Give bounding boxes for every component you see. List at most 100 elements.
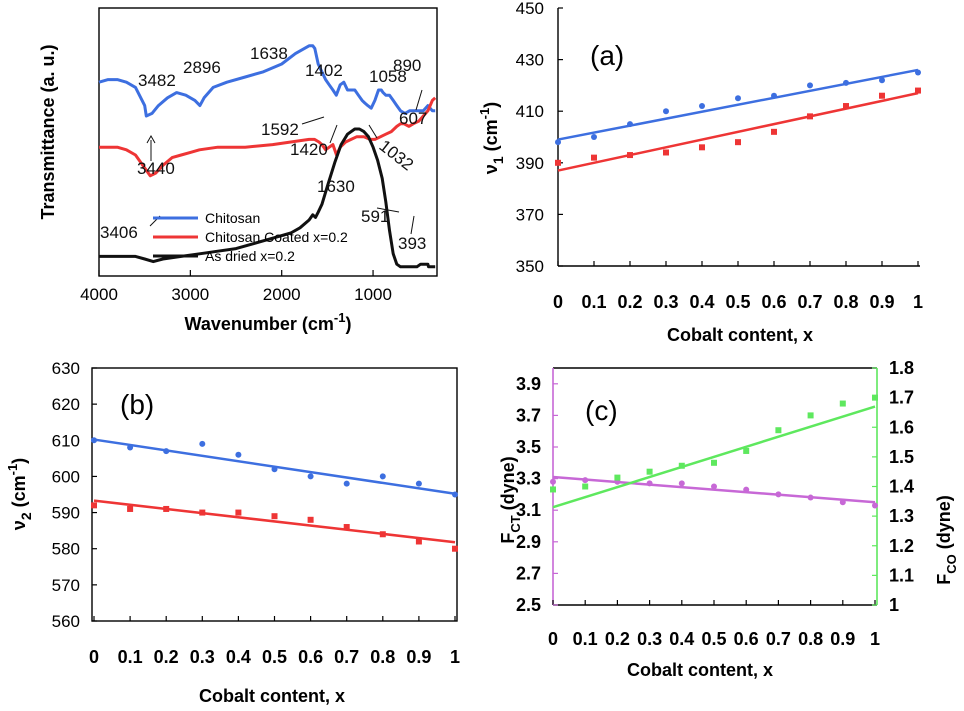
panel-c-series-1-point: [775, 427, 782, 434]
panel-b-series-0-point: [343, 480, 350, 487]
panel-b-data: [91, 437, 458, 552]
ftir-plot-frame: [98, 7, 438, 277]
panel-b-series-0-point: [307, 473, 314, 480]
panel-b-series-0-fit-line: [93, 438, 456, 496]
ftir-spectra: [98, 44, 437, 269]
peak-label-3440: 3440: [137, 159, 175, 178]
ftir-x-tick-label: 1000: [354, 285, 392, 304]
panel-b-series-1-point: [91, 502, 97, 509]
peak-label-1058: 1058: [369, 67, 407, 86]
legend-label-as-dried: As dried x=0.2: [205, 248, 295, 264]
panel-c-right-tick-label: 1.7: [889, 388, 914, 408]
panel-c-series-0-point: [550, 478, 556, 485]
ftir-legend: Chitosan Chitosan Coated x=0.2 As dried …: [153, 210, 348, 264]
x-tick-label: 0.5: [262, 647, 287, 667]
x-tick-label: 0.6: [298, 647, 323, 667]
panel-b-y-tick-label: 590: [52, 504, 80, 523]
panel-b-y-tick-label: 620: [52, 395, 80, 414]
panel-a-series-1-point: [771, 128, 777, 135]
panel-a-series-1-point: [699, 144, 705, 151]
panel-a-y-tick-label: 410: [516, 102, 544, 121]
panel-b-series-1-point: [452, 545, 458, 552]
x-tick-label: 0.7: [334, 647, 359, 667]
panel-a-y-axis-label: ν1 (cm-1): [477, 102, 506, 174]
panel-b-ticks: 0 0.1 0.2 0.3 0.4 0.5 0.6 0.7 0.8 0.9 1 560 570 580 59…: [52, 359, 460, 667]
peak-label-1402: 1402: [305, 61, 343, 80]
peak-label-1420: 1420: [290, 140, 328, 159]
ftir-series-line-1: [99, 96, 437, 178]
x-tick-label: 0.8: [798, 629, 823, 649]
panel-c-series-1-point: [582, 483, 589, 490]
panel-a-label: (a): [590, 40, 624, 71]
x-tick-label: 0.4: [226, 647, 251, 667]
panel-a-y-tick-label: 430: [516, 51, 544, 70]
x-tick-label: 0.6: [761, 292, 786, 312]
panel-a-series-0-point: [555, 139, 561, 146]
x-tick-label: 0.2: [605, 629, 630, 649]
panel-b-y-tick-label: 610: [52, 431, 80, 450]
panel-c-data: [550, 394, 878, 509]
panel-a-series-1-point: [663, 149, 669, 156]
peak-label-591: 591: [361, 207, 389, 226]
panel-c-right-tick-label: 1: [889, 595, 899, 615]
panel-c-right-tick-label: 1.8: [889, 358, 914, 378]
ftir-annotation-arrows: [146, 89, 423, 235]
peak-label-3406: 3406: [100, 223, 138, 242]
panel-b-series-0-point: [379, 473, 386, 480]
peak-label-1638: 1638: [250, 44, 288, 63]
panel-a-series-1-point: [591, 154, 597, 161]
ftir-panel: 4000 3000 2000 1000 Transmittance (a. u.) W…: [38, 7, 438, 334]
x-tick-label: 0.7: [797, 292, 822, 312]
x-tick-label: 0.7: [766, 629, 791, 649]
panel-a-series-1-fit-line: [557, 91, 919, 172]
panel-c-left-tick-label: 3.1: [516, 500, 541, 520]
ftir-y-axis-label: Transmittance (a. u.): [38, 44, 58, 219]
peak-label-1592: 1592: [261, 120, 299, 139]
panel-c-left-tick-label: 2.7: [516, 563, 541, 583]
panel-a-y-tick-label: 390: [516, 154, 544, 173]
panel-c-left-tick-label: 3.3: [516, 469, 541, 489]
panel-b-y-axis-label: ν2 (cm-1): [5, 458, 34, 530]
x-tick-label: 0.9: [830, 629, 855, 649]
panel-c-x-axis-label: Cobalt content, x: [627, 660, 773, 680]
x-tick-label: 0.2: [154, 647, 179, 667]
panel-a-series-0-point: [663, 108, 669, 115]
ftir-x-axis-label: Wavenumber (cm-1): [185, 310, 352, 334]
panel-b-series-1-point: [415, 538, 422, 545]
panel-c-right-tick-label: 1.6: [889, 417, 914, 437]
panel-c-left-tick-label: 2.9: [516, 532, 541, 552]
x-tick-label: 0.5: [701, 629, 726, 649]
panel-c-series-1-point: [872, 394, 878, 401]
panel-b-series-1-fit-line: [93, 499, 456, 544]
x-tick-label: 0.9: [869, 292, 894, 312]
panel-c-left-tick-label: 3.7: [516, 405, 541, 425]
panel-c-label: (c): [585, 395, 618, 426]
panel-b: 0 0.1 0.2 0.3 0.4 0.5 0.6 0.7 0.8 0.9 1 560 570 580 59…: [5, 359, 460, 706]
panel-a-series-0-point: [807, 82, 813, 89]
panel-c-series-1-point: [839, 400, 846, 407]
panel-c-series-1-fit-line: [552, 405, 876, 509]
panel-b-series-1-point: [127, 505, 134, 512]
peak-label-890: 890: [393, 56, 421, 75]
ftir-series-line-0: [98, 44, 436, 118]
peak-label-607: 607: [399, 109, 427, 128]
panel-c-left-tick-label: 2.5: [516, 595, 541, 615]
panel-b-series-0-point: [235, 451, 242, 458]
x-tick-label: 1: [450, 647, 460, 667]
panel-a-series-0-point: [879, 77, 885, 84]
panel-a-series-0-point: [735, 95, 741, 102]
panel-c-right-tick-label: 1.4: [889, 477, 914, 497]
x-tick-label: 0.3: [190, 647, 215, 667]
x-tick-label: 0.2: [617, 292, 642, 312]
x-tick-label: 0.1: [118, 647, 143, 667]
panel-a-x-axis-label: Cobalt content, x: [667, 325, 813, 345]
panel-b-label: (b): [120, 389, 154, 420]
panel-a-series-0-point: [591, 134, 597, 140]
x-tick-label: 0.1: [573, 629, 598, 649]
panel-b-series-1-point: [343, 524, 350, 531]
panel-a-series-1-point: [879, 92, 885, 99]
panel-a-y-tick-label: 450: [516, 0, 544, 18]
ftir-peak-annotations: 3482 2896 1638 1402 1058 890 3440 1592 1…: [100, 44, 427, 253]
x-tick-label: 0.1: [581, 292, 606, 312]
